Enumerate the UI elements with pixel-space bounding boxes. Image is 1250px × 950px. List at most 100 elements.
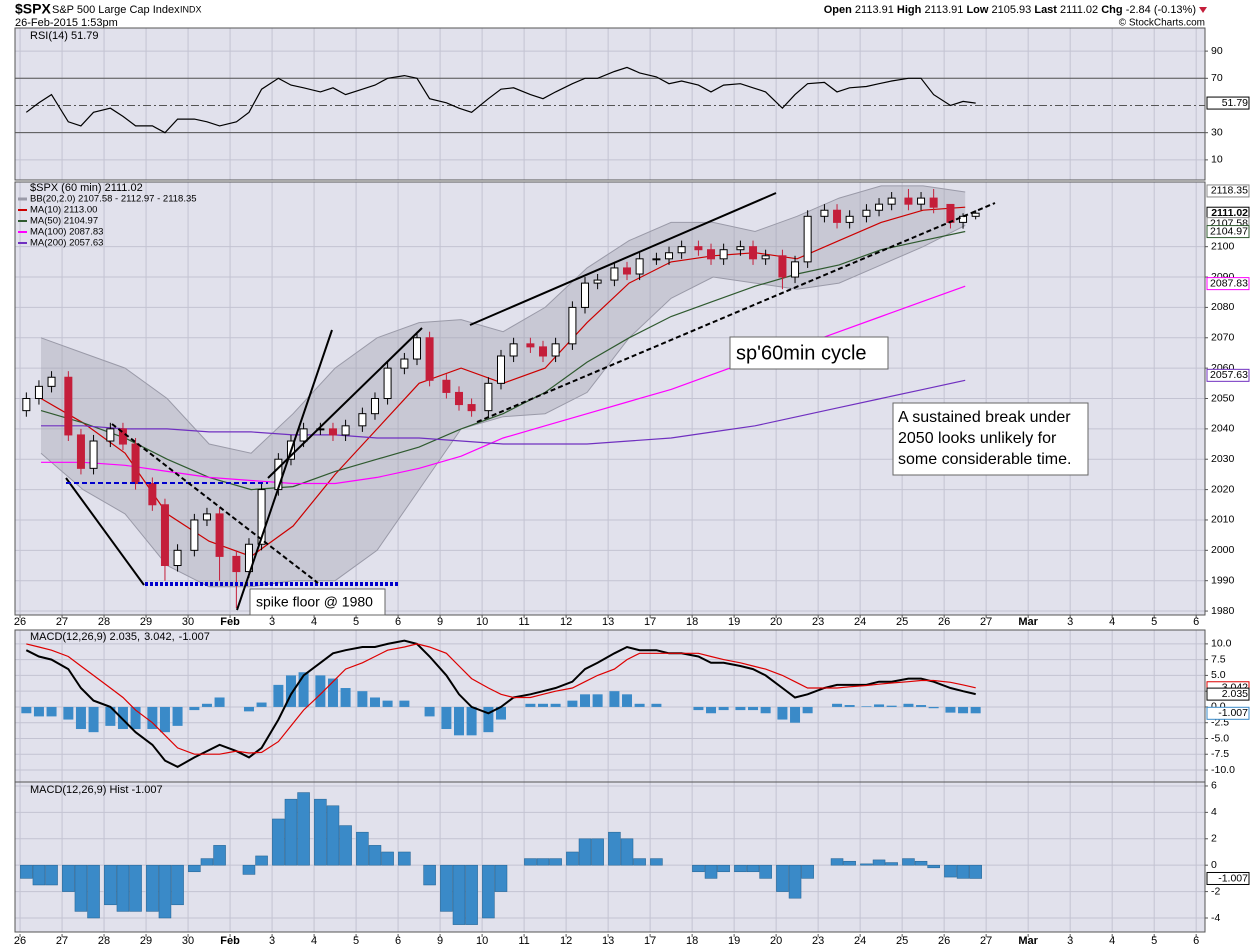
candle-body	[791, 261, 800, 278]
histogram-bar	[88, 706, 99, 733]
x-tick-label: 24	[854, 616, 866, 628]
y-tick-label: 2100	[1211, 240, 1235, 252]
candle-body	[862, 209, 871, 217]
histogram-bar	[844, 705, 855, 707]
value-box	[1206, 184, 1250, 198]
legend-label: MA(200) 2057.63	[30, 238, 103, 249]
histogram-bar	[315, 675, 326, 707]
histogram-bar	[886, 705, 897, 707]
channel-line	[267, 327, 423, 479]
histogram-bar	[172, 706, 183, 726]
histogram-bar	[609, 691, 620, 707]
trend-line	[65, 477, 145, 586]
histogram-bar	[832, 703, 843, 707]
candle-body	[539, 346, 548, 357]
histogram-bar	[525, 703, 536, 707]
candle-body	[946, 203, 955, 223]
y-tick-label: 10	[1211, 154, 1223, 166]
histogram-bar	[956, 864, 970, 879]
histogram-bar	[592, 694, 603, 707]
panel-title: -1.007	[179, 631, 210, 643]
value-label: 2118.35	[1211, 185, 1248, 197]
candle-body	[383, 367, 392, 400]
candle-body	[959, 215, 968, 223]
histogram-bar	[255, 855, 268, 866]
histogram-bar	[495, 706, 506, 720]
x-tick-label: 23	[812, 935, 824, 947]
exchange: INDX	[180, 4, 202, 14]
panel-title: MACD(12,26,9) 2.035,	[30, 631, 140, 643]
histogram-bar	[566, 851, 579, 866]
x-tick-label: Mar	[1018, 935, 1038, 947]
y-tick-label: -10.0	[1211, 764, 1235, 776]
y-tick-label: 2050	[1211, 392, 1235, 404]
histogram-bar	[32, 864, 46, 886]
legend-label: BB(20,2.0) 2107.58 - 2112.97 - 2118.35	[30, 194, 197, 205]
candle-body	[652, 258, 661, 261]
x-tick-label: 3	[269, 616, 275, 628]
histogram-bar	[524, 858, 537, 866]
histogram-bar	[189, 706, 200, 711]
quote-label: Chg	[1101, 4, 1122, 16]
histogram-bar	[788, 864, 802, 899]
y-tick-label: -2	[1211, 885, 1220, 897]
histogram-bar	[171, 864, 184, 906]
moving-average	[41, 379, 966, 445]
candle-body	[328, 428, 337, 436]
quote: Open 2113.91 High 2113.91 Low 2105.93 La…	[824, 4, 1196, 16]
annotation: A sustained break under	[898, 409, 1071, 426]
candle-body	[118, 428, 127, 445]
value-label: 2.035	[1222, 688, 1248, 700]
y-tick-label: 30	[1211, 126, 1223, 138]
panel-title: 3.042,	[144, 631, 175, 643]
histogram-bar	[105, 706, 116, 726]
candle-body	[887, 197, 896, 205]
histogram-bar	[326, 805, 340, 866]
histogram-bar	[214, 697, 225, 707]
histogram-bar	[928, 706, 939, 709]
histogram-bar	[746, 864, 760, 873]
histogram-bar	[356, 831, 369, 866]
annotation: 2050 looks unlikely for	[898, 430, 1057, 447]
candle-body	[299, 428, 308, 442]
histogram-bar	[424, 706, 435, 717]
candle-body	[904, 197, 913, 205]
candle-body	[22, 398, 31, 412]
x-tick-label: 26	[14, 616, 26, 628]
bollinger-upper	[40, 185, 966, 454]
candle-body	[358, 413, 367, 427]
value-box	[1206, 687, 1250, 701]
value-box	[1206, 277, 1250, 291]
histogram-bar	[734, 864, 747, 873]
x-tick-label: 6	[1193, 616, 1199, 628]
candle-body	[467, 404, 476, 412]
histogram-bar	[242, 864, 256, 875]
histogram-bar	[843, 860, 856, 866]
candle-body	[707, 249, 716, 260]
x-tick-label: 28	[98, 935, 110, 947]
panel-title: RSI(14) 51.79	[30, 30, 98, 42]
histogram-bar	[483, 706, 494, 733]
histogram-bar	[20, 864, 33, 879]
x-tick-label: 29	[140, 935, 152, 947]
histogram-bar	[902, 858, 915, 866]
histogram-bar	[945, 706, 956, 713]
candle-body	[875, 203, 884, 211]
y-tick-label: 6	[1211, 780, 1217, 792]
histogram-bar	[482, 864, 495, 919]
candle-body	[929, 197, 938, 208]
histogram-bar	[874, 704, 885, 707]
histogram-bar	[970, 706, 981, 714]
histogram-bar	[620, 838, 634, 866]
annotation: spike floor @ 1980	[256, 594, 373, 610]
x-tick-label: 27	[56, 935, 68, 947]
quote-label: High	[897, 4, 922, 16]
x-tick-label: 5	[1151, 935, 1157, 947]
histogram-bar	[760, 706, 771, 714]
histogram-bar	[285, 675, 296, 707]
histogram-bar	[398, 851, 411, 866]
x-tick-label: 4	[1109, 616, 1115, 628]
trend-line	[111, 423, 319, 584]
y-tick-label: -4	[1211, 912, 1220, 924]
